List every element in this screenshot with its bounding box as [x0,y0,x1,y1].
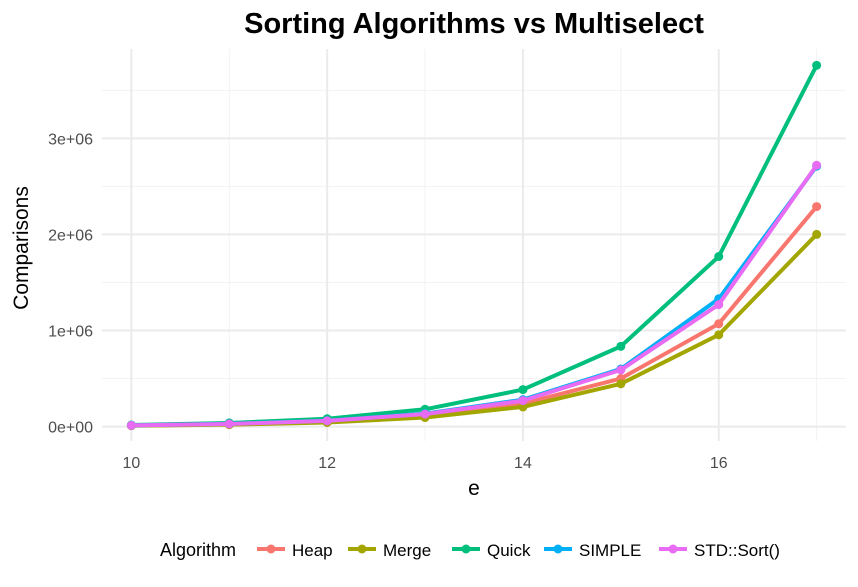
data-point [812,202,822,212]
legend-label: SIMPLE [579,541,641,560]
legend-key-point [668,544,678,554]
legend-title: Algorithm [160,540,236,560]
data-point [616,379,626,389]
x-tick-label: 10 [122,455,140,472]
series-quick [126,60,822,430]
legend-label: STD::Sort() [694,541,780,560]
y-tick-label: 0e+00 [48,420,93,437]
data-point [224,419,234,429]
data-point [714,300,724,310]
legend-key-point [553,544,563,554]
data-point [518,396,528,406]
series-heap [126,202,822,431]
x-tick-label: 16 [710,455,728,472]
chart-title: Sorting Algorithms vs Multiselect [244,8,704,40]
y-tick-label: 2e+06 [48,227,93,244]
data-point [714,330,724,340]
data-point [322,416,332,426]
data-point [812,160,822,170]
data-point [812,60,822,70]
x-tick-label: 12 [318,455,336,472]
data-point [616,365,626,375]
series-simple [126,161,822,430]
y-axis: 0e+00 1e+06 2e+06 3e+06 [48,131,93,436]
data-point [518,402,528,412]
data-point [420,409,430,419]
data-point [714,319,724,329]
data-point [518,385,528,395]
data-point [126,420,136,430]
data-point [714,252,724,262]
series-line [131,164,819,428]
y-tick-label: 1e+06 [48,324,93,341]
legend-item: SIMPLE [544,541,641,560]
series-line [131,165,819,428]
legend: Algorithm Heap Merge Quick SIMPLE STD::Sort(… [160,540,780,560]
series-std-sort [126,160,822,430]
legend-key-point [357,544,367,554]
legend-item: Quick [452,541,531,560]
series-line [131,205,819,428]
legend-label: Heap [292,541,333,560]
x-axis: 10 12 14 16 [122,455,727,472]
legend-item: Merge [348,541,431,560]
data-point [616,341,626,351]
legend-item: Heap [257,541,333,560]
y-axis-title: Comparisons [10,186,33,310]
legend-key-point [461,544,471,554]
plot-series [126,60,822,431]
data-point [812,229,822,239]
series-line [131,64,819,428]
x-axis-title: e [468,477,480,500]
x-tick-label: 14 [514,455,532,472]
y-tick-label: 3e+06 [48,131,93,148]
legend-label: Merge [383,541,431,560]
plot-grid [102,49,846,441]
legend-key-point [266,544,276,554]
legend-item: STD::Sort() [659,541,780,560]
legend-label: Quick [487,541,531,560]
